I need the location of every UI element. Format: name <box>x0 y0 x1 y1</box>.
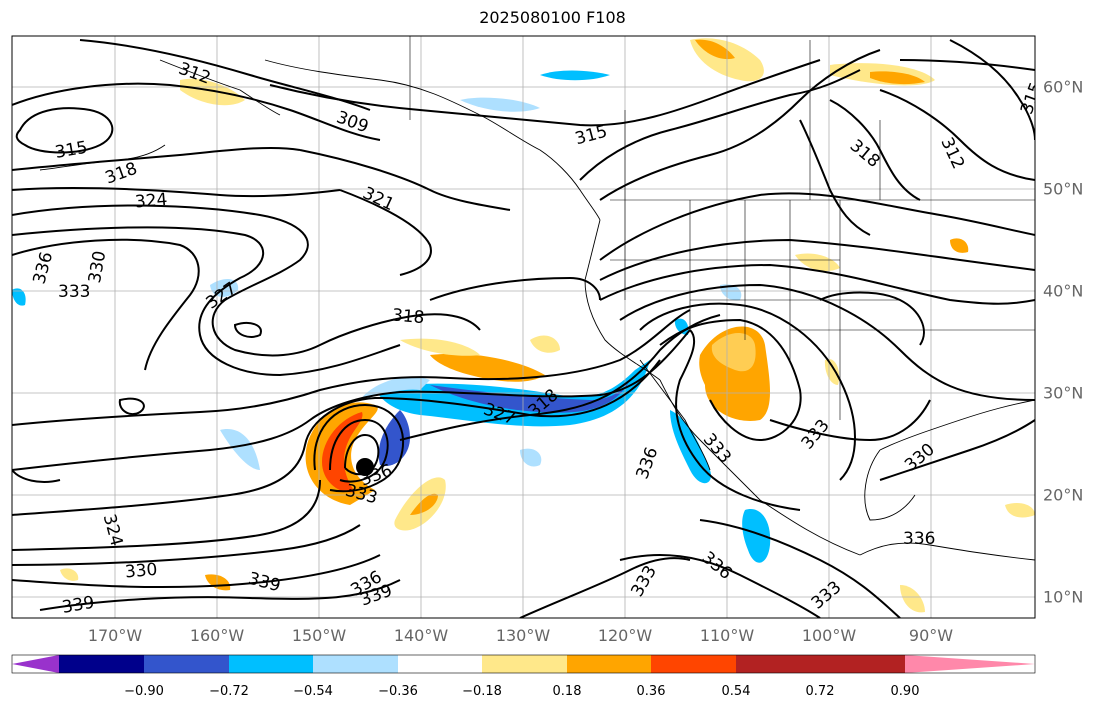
colorbar-tick-label: −0.72 <box>209 684 249 699</box>
colorbar-segment <box>398 655 482 673</box>
colorbar-tick-label: −0.90 <box>124 684 164 699</box>
contour-label: 336 <box>903 529 935 549</box>
colorbar-tick-label: 0.18 <box>552 684 582 699</box>
lon-label: 150°W <box>291 626 347 645</box>
colorbar-segment <box>567 655 651 673</box>
lat-label: 60°N <box>1043 77 1084 97</box>
lon-label: 170°W <box>87 626 143 645</box>
colorbar-tick-label: 0.90 <box>890 684 920 699</box>
colorbar-tick-label: 0.72 <box>805 684 835 699</box>
colorbar-segment <box>144 655 229 673</box>
colorbar <box>11 654 1036 674</box>
colorbar-segment <box>736 655 820 673</box>
state-borders <box>409 36 1035 420</box>
colorbar-segment <box>482 655 567 673</box>
lon-label: 110°W <box>699 626 755 645</box>
storm-center-marker <box>356 458 374 476</box>
lon-label: 90°W <box>908 626 954 645</box>
contour-label: 318 <box>391 305 425 328</box>
map-frame <box>11 35 1036 619</box>
colorbar-tick-label: −0.54 <box>293 684 333 699</box>
lat-label: 10°N <box>1043 587 1084 607</box>
colorbar-segment <box>229 655 313 673</box>
colorbar-tick-label: −0.18 <box>462 684 502 699</box>
colorbar-tick-label: 0.54 <box>721 684 751 699</box>
lon-label: 160°W <box>189 626 245 645</box>
contour-label: 324 <box>134 190 168 213</box>
map-title: 2025080100 F108 <box>479 8 626 27</box>
colorbar-segment <box>59 655 144 673</box>
colorbar-segment <box>313 655 398 673</box>
map-background <box>12 36 1035 618</box>
contour-label: 330 <box>124 560 158 583</box>
colorbar-segment <box>820 655 905 673</box>
lon-label: 120°W <box>597 626 653 645</box>
colorbar-extend-low <box>12 655 59 673</box>
lon-label: 140°W <box>393 626 449 645</box>
lat-label: 40°N <box>1043 281 1084 301</box>
contour-label: 333 <box>58 282 90 302</box>
lon-label: 130°W <box>495 626 551 645</box>
lat-label: 30°N <box>1043 383 1084 403</box>
colorbar-tick-label: 0.36 <box>636 684 666 699</box>
colorbar-segment <box>651 655 736 673</box>
colorbar-extend-high <box>905 655 1035 673</box>
colorbar-tick-label: −0.36 <box>378 684 418 699</box>
lat-label: 50°N <box>1043 179 1084 199</box>
coastlines <box>39 59 1035 561</box>
lon-label: 100°W <box>801 626 857 645</box>
lat-label: 20°N <box>1043 485 1084 505</box>
theta-contours <box>12 39 1035 618</box>
